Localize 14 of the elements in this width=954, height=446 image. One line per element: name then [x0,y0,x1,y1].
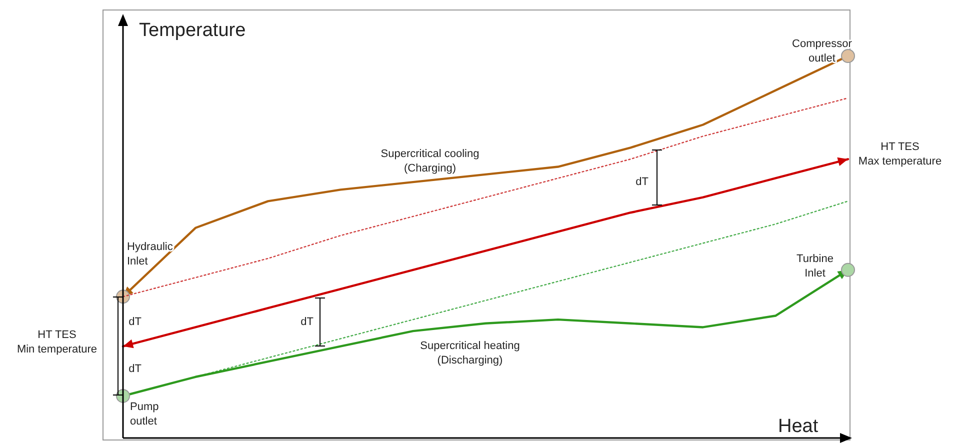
series-label: Supercritical cooling (Charging) [380,148,480,174]
annotation: Hydraulic Inlet [127,241,174,268]
annotation: Turbine Inlet [796,253,834,280]
annotation: dT [636,176,649,188]
y-axis-title: Temperature [139,20,246,41]
annotation: dT [128,363,142,375]
text: HT TES Max temperature [858,141,942,168]
annotation: Compressor outlet [792,38,852,64]
text: HT TES Min temperature [16,329,98,356]
annotation: dT [128,316,142,328]
series-label: Supercritical heating (Discharging) [420,340,520,366]
annotation: Pump outlet [130,401,159,428]
annotation: dT [300,316,314,328]
x-axis-title: Heat [778,416,819,437]
